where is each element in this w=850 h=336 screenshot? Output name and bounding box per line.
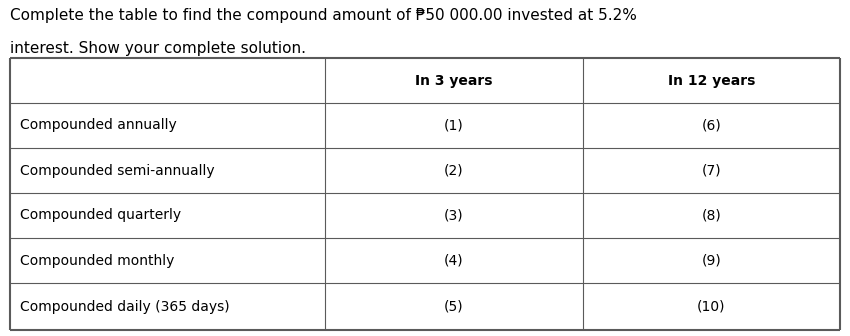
Text: (1): (1) xyxy=(444,119,464,132)
Text: (5): (5) xyxy=(445,299,464,313)
Text: In 3 years: In 3 years xyxy=(416,74,493,87)
Text: Compounded quarterly: Compounded quarterly xyxy=(20,209,181,222)
Text: Compounded annually: Compounded annually xyxy=(20,119,177,132)
Text: Compounded monthly: Compounded monthly xyxy=(20,253,174,267)
Text: Compounded daily (365 days): Compounded daily (365 days) xyxy=(20,299,230,313)
Text: (10): (10) xyxy=(697,299,726,313)
Text: (3): (3) xyxy=(445,209,464,222)
Text: (4): (4) xyxy=(445,253,464,267)
Text: (7): (7) xyxy=(702,164,722,177)
Text: (2): (2) xyxy=(445,164,464,177)
Text: interest. Show your complete solution.: interest. Show your complete solution. xyxy=(10,41,306,56)
Text: Complete the table to find the compound amount of ₱50 000.00 invested at 5.2%: Complete the table to find the compound … xyxy=(10,8,637,23)
Text: (8): (8) xyxy=(701,209,722,222)
Text: In 12 years: In 12 years xyxy=(668,74,755,87)
Text: Compounded semi-annually: Compounded semi-annually xyxy=(20,164,214,177)
Text: (9): (9) xyxy=(701,253,722,267)
Text: (6): (6) xyxy=(701,119,722,132)
